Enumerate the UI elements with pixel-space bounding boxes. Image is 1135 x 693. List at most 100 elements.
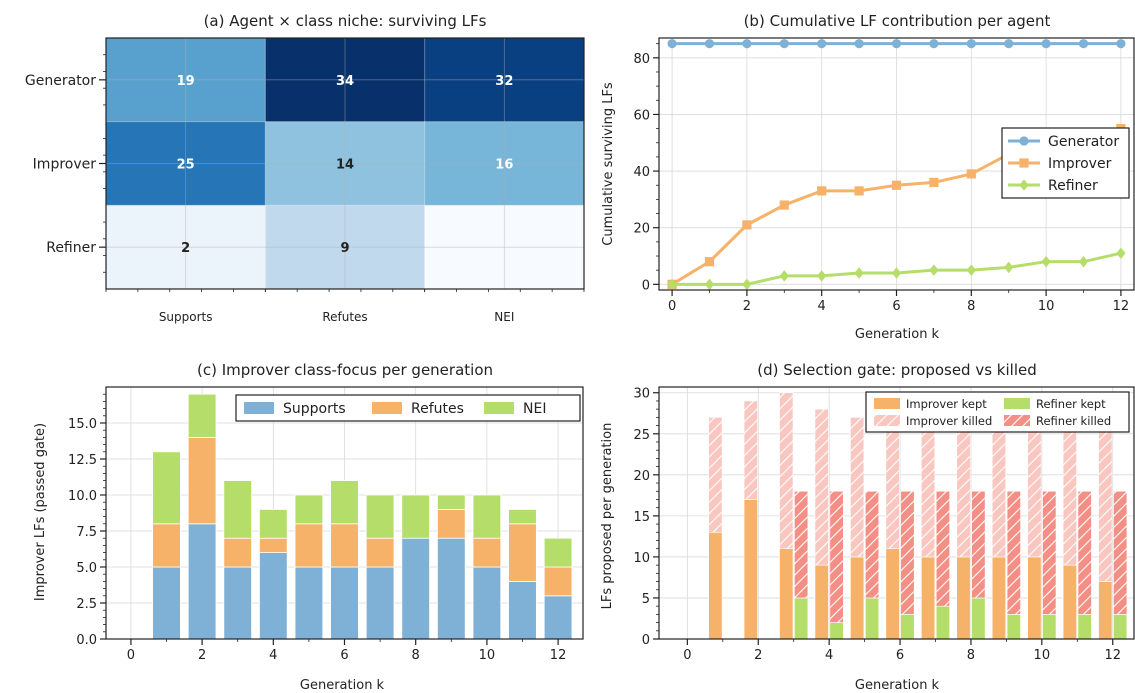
x-tick-label: 0 — [683, 648, 691, 663]
line-x-axis-label: Generation k — [855, 327, 940, 342]
bar-nei — [259, 508, 288, 539]
heatmap-row-label: Generator — [25, 73, 96, 89]
bar-refiner-kept — [794, 597, 809, 640]
y-tick-label: 60 — [633, 108, 650, 123]
bar-nei — [472, 494, 502, 539]
y-tick-label: 10 — [633, 551, 650, 566]
bar-supports — [187, 523, 217, 640]
x-tick-label: 2 — [743, 299, 751, 314]
series-marker — [817, 186, 827, 196]
y-tick-label: 5.0 — [76, 561, 97, 576]
x-tick-label: 10 — [1034, 648, 1051, 663]
line-y-axis-label: Cumulative surviving LFs — [601, 82, 616, 246]
bar-refiner-kept — [900, 614, 915, 640]
legend-label: Improver killed — [906, 414, 992, 428]
x-tick-label: 2 — [198, 648, 206, 663]
bar-nei — [365, 494, 395, 539]
series-marker — [704, 257, 715, 267]
line-axes: 0 2 4 6 8 10 12 0 20 40 60 80 — [633, 37, 1135, 314]
bar-nei — [223, 480, 252, 539]
y-tick-label: 2.5 — [76, 597, 97, 612]
heatmap-panel: (a) Agent × class niche: surviving LFs 1… — [25, 12, 585, 324]
series-marker — [891, 39, 902, 49]
bar-improver-killed — [1027, 425, 1042, 558]
y-tick-label: 5 — [642, 592, 650, 607]
y-tick-label: 80 — [633, 52, 650, 67]
series-marker — [1041, 39, 1051, 49]
bar-refutes — [187, 436, 217, 525]
x-tick-label: 10 — [479, 648, 496, 663]
series-marker — [704, 39, 715, 49]
series-marker — [854, 267, 864, 279]
y-tick-label: 7.5 — [76, 525, 97, 540]
series-marker — [966, 169, 976, 179]
series-marker — [667, 39, 677, 49]
series-marker — [891, 267, 902, 279]
heatmap-col-label: Refutes — [322, 310, 367, 324]
bar-nei — [508, 508, 537, 525]
bar-improver-killed — [885, 417, 900, 550]
bar-nei — [543, 537, 573, 568]
bar-improver-kept — [885, 548, 900, 640]
line-legend: Generator Improver Refiner — [1001, 127, 1130, 199]
bar-refutes — [152, 523, 181, 568]
heatmap-value-label: 16 — [495, 158, 513, 173]
bar-supports — [508, 581, 537, 640]
legend-swatch — [244, 402, 274, 414]
legend-label: Supports — [283, 401, 346, 417]
y-tick-label: 15 — [633, 510, 650, 525]
bar-supports — [543, 595, 573, 640]
bar-supports — [294, 566, 324, 640]
series-marker — [742, 278, 752, 291]
stacked-bars — [152, 393, 573, 640]
series-marker — [742, 220, 752, 230]
gate-bar-axes: 0 2 4 6 8 10 12 0 5 10 15 20 25 30 — [633, 386, 1135, 663]
bar-supports — [223, 566, 252, 640]
bar-refutes — [330, 523, 359, 568]
bar-nei — [294, 494, 324, 525]
bar-refiner-kept — [1042, 614, 1057, 640]
legend-label: Generator — [1048, 134, 1119, 150]
legend-label: Refutes — [411, 401, 464, 417]
bar-improver-kept — [1098, 581, 1113, 640]
y-tick-label: 12.5 — [68, 453, 97, 468]
bar-improver-kept — [1027, 556, 1042, 640]
bar-nei — [330, 480, 359, 525]
heatmap-value-label: 14 — [336, 158, 354, 173]
legend-label: Refiner kept — [1036, 397, 1106, 411]
bar-refiner-killed — [935, 490, 950, 607]
bar-improver-kept — [743, 499, 758, 640]
series-marker — [667, 278, 677, 291]
x-tick-label: 4 — [269, 648, 277, 663]
stacked-bar-panel: (c) Improver class-focus per generation … — [33, 361, 584, 693]
series-marker — [1116, 247, 1126, 259]
bar-refiner-killed — [794, 490, 809, 599]
y-tick-label: 25 — [633, 428, 650, 443]
stacked-bar-title: (c) Improver class-focus per generation — [197, 361, 493, 379]
bar-refiner-kept — [935, 605, 950, 640]
series-marker — [929, 264, 939, 276]
bar-improver-kept — [708, 531, 723, 640]
gate-bars — [708, 392, 1128, 640]
bar-improver-killed — [779, 392, 794, 550]
legend-swatch — [484, 402, 514, 414]
bar-refutes — [437, 508, 466, 539]
series-marker — [817, 270, 827, 282]
heatmap-row-label: Improver — [33, 157, 97, 173]
series-marker — [779, 39, 789, 49]
series-marker — [1041, 255, 1051, 268]
series-marker — [779, 270, 789, 282]
x-tick-label: 6 — [892, 299, 900, 314]
series-marker — [1078, 255, 1089, 268]
bar-improver-killed — [991, 417, 1006, 558]
stacked-bar-legend: Supports Refutes NEI — [235, 394, 581, 422]
heatmap-cells — [106, 38, 585, 290]
series-marker — [779, 200, 789, 210]
bar-supports — [330, 566, 359, 640]
series-marker — [817, 39, 827, 49]
series-marker — [966, 39, 976, 49]
bar-improver-killed — [814, 408, 829, 566]
legend-label: Improver — [1048, 156, 1112, 172]
x-tick-label: 4 — [818, 299, 826, 314]
